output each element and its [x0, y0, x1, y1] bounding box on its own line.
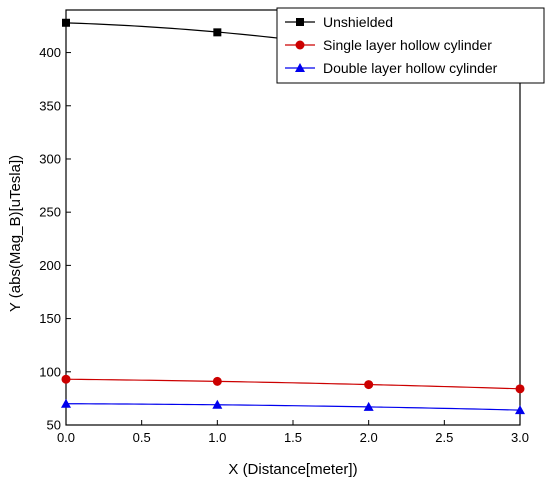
x-tick-label: 0.5 [133, 430, 151, 445]
y-tick-label: 150 [39, 311, 61, 326]
data-point [62, 18, 70, 27]
series-line [65, 403, 521, 411]
data-point [363, 401, 374, 411]
y-tick-label: 50 [47, 418, 61, 433]
x-tick-label: 2.5 [435, 430, 453, 445]
y-tick-label: 400 [39, 45, 61, 60]
x-tick-label: 2.0 [360, 430, 378, 445]
data-point [515, 405, 525, 415]
legend-box [276, 7, 545, 84]
legend-item: Unshielded [285, 14, 393, 30]
y-tick-label: 200 [39, 258, 61, 273]
series-line [65, 378, 521, 390]
legend-item: Double layer hollow cylinder [285, 60, 498, 76]
data-point [212, 376, 222, 386]
y-tick-label: 250 [39, 205, 61, 220]
x-tick-label: 1.0 [208, 430, 226, 445]
legend-label: Single layer hollow cylinder [323, 37, 492, 53]
y-tick-label: 100 [39, 364, 61, 379]
x-tick-label: 1.5 [284, 430, 302, 445]
series-3 [61, 398, 525, 415]
legend-label: Double layer hollow cylinder [323, 60, 498, 76]
y-axis-title: Y (abs(Mag_B)[uTesla]) [7, 155, 24, 312]
x-axis-title: X (Distance[meter]) [228, 461, 357, 478]
series-2 [61, 374, 525, 394]
data-point [213, 28, 222, 37]
y-tick-label: 350 [39, 98, 61, 113]
y-tick-label: 300 [39, 151, 61, 166]
x-tick-label: 0.0 [57, 430, 75, 445]
data-point [61, 374, 71, 384]
legend-marker [295, 40, 305, 50]
x-tick-label: 3.0 [511, 430, 529, 445]
data-point [364, 380, 374, 390]
legend: Unshielded Single layer hollow cylinder Do… [276, 7, 545, 84]
data-point [515, 384, 525, 394]
legend-item: Single layer hollow cylinder [285, 37, 492, 53]
legend-marker [295, 63, 305, 72]
data-point [61, 398, 71, 408]
legend-label: Unshielded [323, 14, 393, 30]
legend-marker [296, 18, 304, 26]
data-point [212, 399, 223, 409]
